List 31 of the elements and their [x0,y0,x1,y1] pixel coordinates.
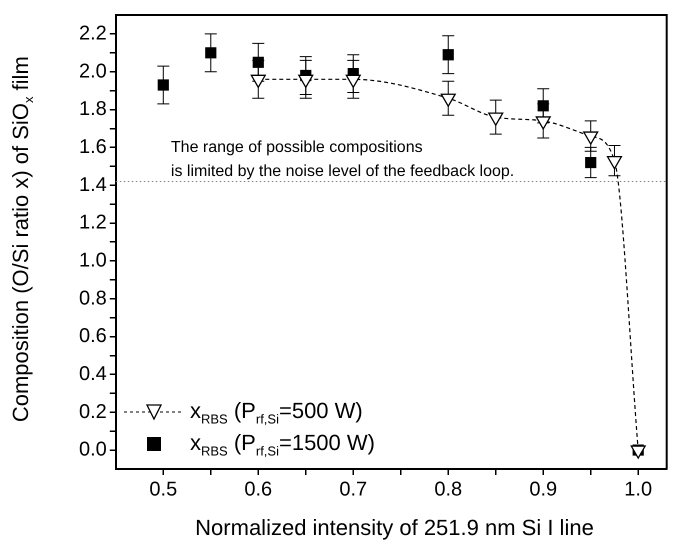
point [538,100,549,112]
x-tick-label: 0.6 [244,478,272,501]
y-tick-label: 2.0 [78,60,107,82]
x-tick-label: 0.9 [529,478,558,501]
y-tick-label: 0.6 [78,325,107,348]
point [606,156,622,170]
y-tick-label: 0.8 [78,287,107,310]
point [205,47,216,58]
y-tick-label: 1.8 [78,98,107,120]
x-tick-label: 1.0 [624,478,652,501]
x-axis-title: Normalized intensity of 251.9 nm Si I line [194,515,595,541]
point [630,445,646,459]
x-tick-label: 0.7 [339,478,368,501]
y-tick-label: 0.4 [78,362,107,385]
y-tick-label: 1.0 [78,249,107,272]
legend-label: x$_{RBS}$ (P$_{rf,Si}$=500 W) [190,398,363,426]
point [442,49,454,60]
y-tick-label: 1.6 [78,136,107,158]
point [252,56,264,68]
x-tick-label: 0.8 [434,478,462,501]
legend-label: x$_{RBS}$ (P$_{rf,Si}$=1500 W) [190,430,375,458]
annotation: The range of possible compositions is limited by the noise level of the feedback loop. [170,138,514,180]
y-tick-label: 1.4 [78,174,107,196]
y-tick-label: 1.2 [78,212,107,234]
x-tick-label: 0.5 [149,478,178,501]
point [158,79,169,91]
point [585,156,596,168]
y-tick-label: 2.2 [78,22,107,44]
y-tick-label: 0.0 [78,438,107,461]
y-tick-label: 0.2 [78,400,107,423]
point [583,131,598,145]
